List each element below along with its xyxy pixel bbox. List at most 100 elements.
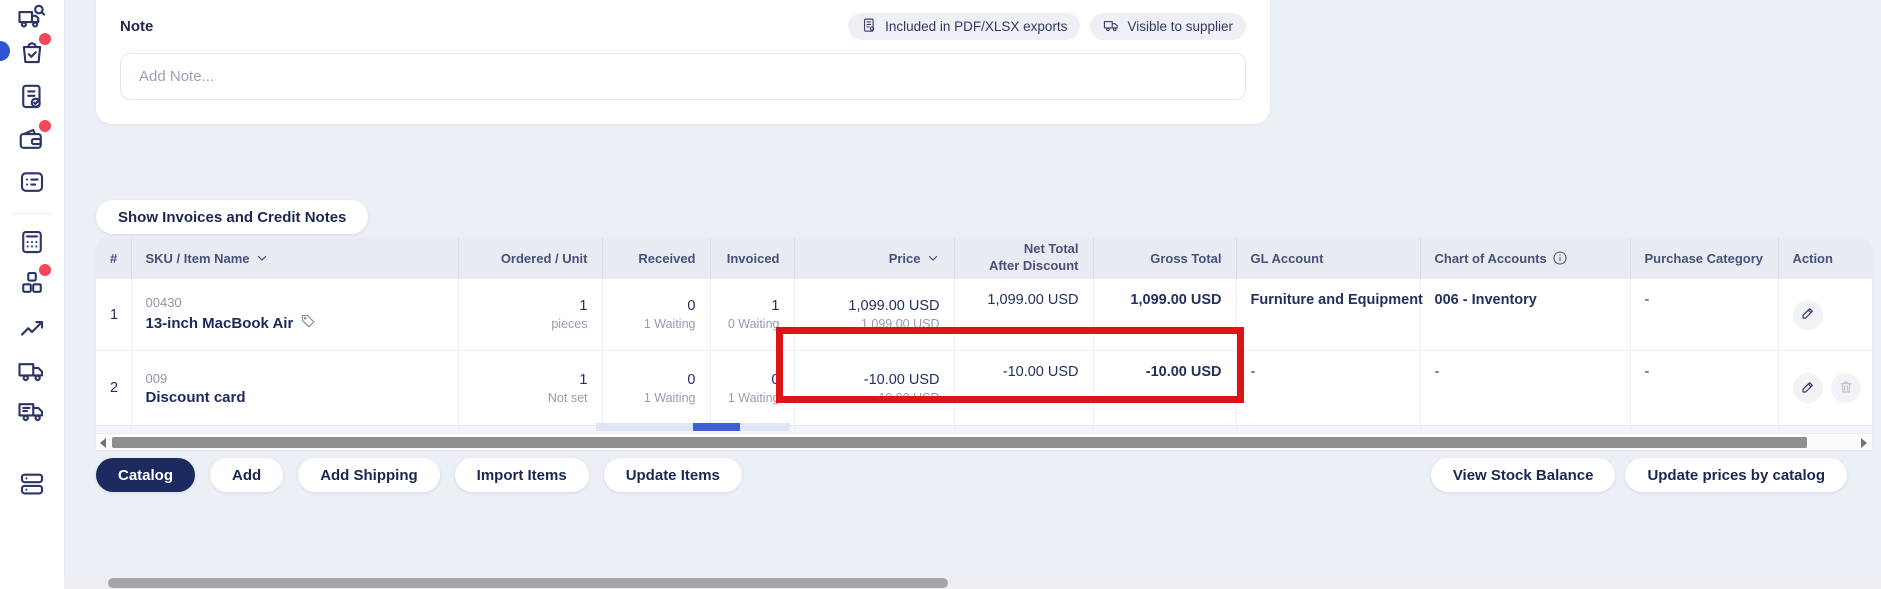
trash-icon [1838, 379, 1854, 398]
invoiced-progress-fill [693, 423, 740, 431]
item-cell: 00430 13-inch MacBook Air [131, 278, 459, 351]
view-stock-balance-button[interactable]: View Stock Balance [1430, 458, 1616, 492]
col-header-price[interactable]: Price [794, 238, 955, 279]
truck-icon [1103, 17, 1120, 37]
document-export-icon [861, 17, 878, 37]
item-sku: 00430 [145, 295, 182, 310]
notification-badge [39, 264, 51, 276]
tag-icon[interactable] [300, 313, 317, 334]
active-section-indicator [0, 41, 10, 61]
items-table-container: # SKU / Item Name Ordered / Unit Receive… [96, 238, 1872, 450]
delete-item-button[interactable] [1830, 373, 1861, 403]
sidebar-item-purchases[interactable] [17, 33, 51, 67]
truck-document-icon [17, 403, 47, 430]
gross-total-cell: 1,099.00 USD [1093, 278, 1237, 351]
sidebar-item-products[interactable] [17, 264, 51, 298]
update-prices-by-catalog-button[interactable]: Update prices by catalog [1625, 458, 1847, 492]
net-total-cell: 1,099.00 USD [954, 278, 1094, 351]
ordered-cell: 1 Not set [458, 350, 603, 426]
chevron-down-icon [255, 251, 269, 266]
note-title: Note [120, 18, 154, 35]
action-cell [1778, 350, 1872, 426]
note-badges: Included in PDF/XLSX exports Visible to … [848, 13, 1246, 40]
add-button[interactable]: Add [210, 458, 284, 492]
truck-icon [17, 363, 47, 390]
trend-chart-icon [17, 320, 47, 346]
sidebar-item-reports[interactable] [17, 312, 47, 342]
edit-item-button[interactable] [1792, 299, 1823, 330]
sidebar-item-shipping[interactable] [17, 356, 47, 386]
sidebar-item-warehouse[interactable] [17, 469, 47, 499]
invoice-card-icon [17, 172, 47, 201]
document-check-icon [17, 84, 47, 116]
gross-total-cell: -10.00 USD [1093, 350, 1237, 426]
show-invoices-button[interactable]: Show Invoices and Credit Notes [96, 200, 369, 234]
gl-account-cell: Furniture and Equipment [1236, 278, 1423, 351]
received-cell: 0 1 Waiting [602, 278, 711, 351]
col-header-chart-of-accounts: Chart of Accounts [1420, 238, 1631, 279]
gl-account-cell: - [1236, 350, 1421, 426]
edit-item-button[interactable] [1792, 373, 1823, 403]
import-items-button[interactable]: Import Items [454, 458, 589, 492]
calculator-icon [17, 230, 47, 261]
col-header-sku[interactable]: SKU / Item Name [131, 238, 459, 279]
shopping-bag-check-icon [17, 42, 47, 71]
table-horizontal-scrollbar [96, 433, 1872, 450]
item-name: Discount card [145, 388, 246, 406]
received-cell: 0 1 Waiting [602, 350, 711, 426]
sidebar-item-invoices[interactable] [17, 167, 47, 197]
window-scrollbar-thumb[interactable] [108, 578, 948, 588]
chevron-down-icon [926, 251, 940, 266]
invoiced-cell: 1 0 Waiting [710, 278, 795, 351]
price-cell: -10.00 USD -10.00 USD [794, 350, 955, 426]
sidebar-item-approvals[interactable] [17, 82, 47, 112]
update-items-button[interactable]: Update Items [603, 458, 742, 492]
col-header-gl-account: GL Account [1236, 238, 1421, 279]
notification-badge [39, 33, 51, 45]
invoiced-cell: 0 1 Waiting [710, 350, 795, 426]
table-row: 1 00430 13-inch MacBook Air 1 pieces 0 1… [96, 278, 1872, 351]
notification-badge [39, 120, 51, 132]
col-header-purchase-category: Purchase Category [1630, 238, 1779, 279]
note-input[interactable] [120, 53, 1246, 100]
col-header-action: Action [1778, 238, 1872, 279]
row-number: 1 [96, 278, 132, 351]
item-name: 13-inch MacBook Air [145, 315, 294, 332]
scrollbar-thumb[interactable] [112, 437, 1807, 448]
wallet-icon [17, 128, 47, 158]
add-shipping-button[interactable]: Add Shipping [298, 458, 440, 492]
info-icon[interactable] [1552, 250, 1568, 266]
purchase-category-cell: - [1630, 350, 1779, 426]
col-header-gross-total: Gross Total [1093, 238, 1237, 279]
ordered-cell: 1 pieces [458, 278, 603, 351]
table-header-row: # SKU / Item Name Ordered / Unit Receive… [96, 238, 1872, 279]
pencil-icon [1800, 305, 1816, 324]
catalog-button[interactable]: Catalog [96, 458, 196, 492]
pencil-icon [1800, 379, 1816, 398]
cubes-icon [17, 271, 47, 302]
footer-right-buttons: View Stock Balance Update prices by cata… [1430, 458, 1847, 492]
sidebar-item-catalog-search[interactable] [17, 2, 47, 32]
scroll-right-arrow[interactable] [1861, 438, 1867, 448]
received-invoiced-progress-bar [596, 423, 790, 431]
window-horizontal-scrollbar [64, 577, 1881, 589]
action-cell [1778, 278, 1872, 351]
badge-label: Visible to supplier [1127, 19, 1233, 34]
sidebar-item-payments[interactable] [17, 120, 51, 154]
net-total-cell: -10.00 USD [954, 350, 1094, 426]
col-header-invoiced: Invoiced [710, 238, 795, 279]
badge-included-in-exports: Included in PDF/XLSX exports [848, 13, 1081, 40]
col-header-net-total: Net Total After Discount [954, 238, 1094, 279]
row-number: 2 [96, 350, 132, 426]
sidebar-item-receiving[interactable] [17, 396, 47, 426]
sidebar-item-accounting[interactable] [17, 227, 47, 257]
chart-of-accounts-cell: - [1420, 350, 1631, 426]
table-row: 2 009 Discount card 1 Not set 0 1 Waitin… [96, 350, 1872, 426]
sidebar [0, 0, 65, 589]
truck-search-icon [17, 4, 47, 36]
purchase-category-cell: - [1630, 278, 1779, 351]
item-sku: 009 [145, 370, 168, 386]
price-cell: 1,099.00 USD 1,099.00 USD [794, 278, 955, 351]
scroll-left-arrow[interactable] [100, 438, 106, 448]
